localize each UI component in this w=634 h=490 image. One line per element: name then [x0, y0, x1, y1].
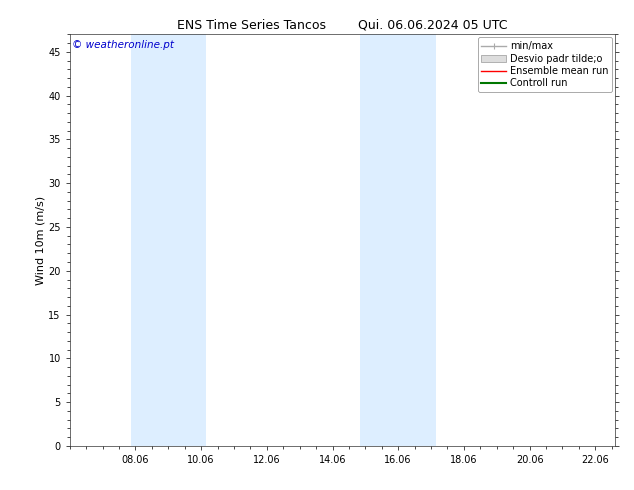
- Bar: [131, 34, 206, 446]
- Text: © weatheronline.pt: © weatheronline.pt: [72, 41, 174, 50]
- Bar: [360, 34, 436, 446]
- Title: ENS Time Series Tancos        Qui. 06.06.2024 05 UTC: ENS Time Series Tancos Qui. 06.06.2024 0…: [177, 19, 508, 32]
- Legend: min/max, Desvio padr tilde;o, Ensemble mean run, Controll run: min/max, Desvio padr tilde;o, Ensemble m…: [477, 37, 612, 92]
- Y-axis label: Wind 10m (m/s): Wind 10m (m/s): [36, 196, 46, 285]
